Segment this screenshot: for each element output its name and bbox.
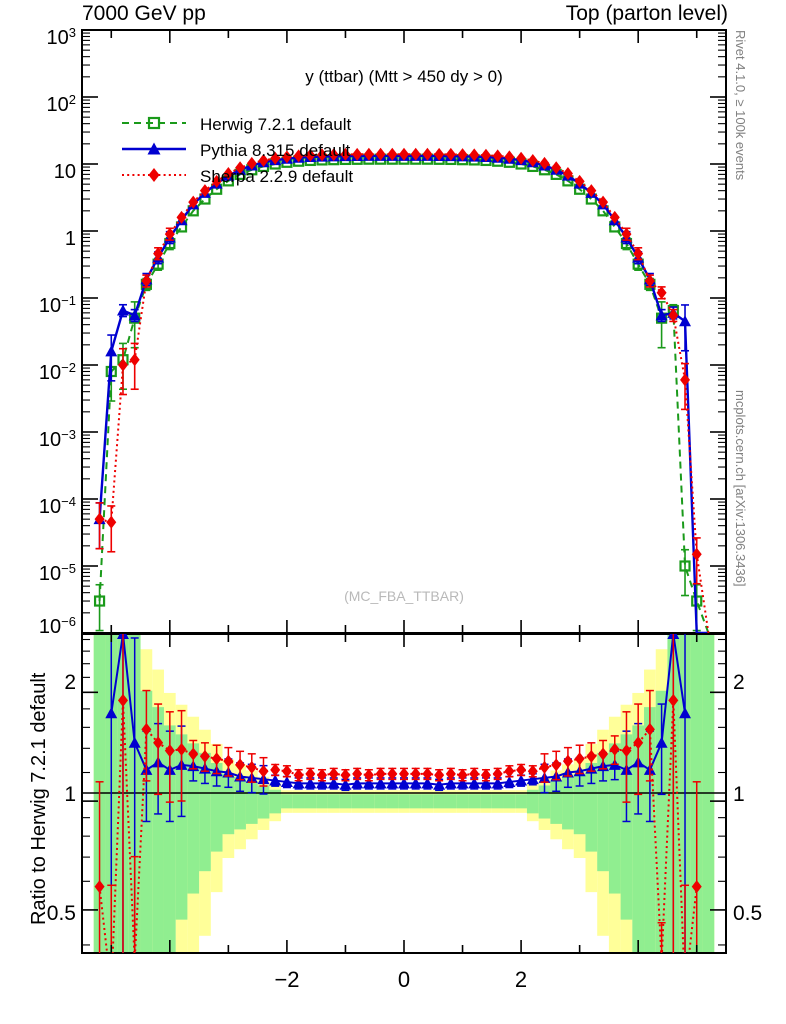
rytick-2-right: 2 — [733, 671, 745, 694]
rytick-1-left: 1 — [64, 783, 76, 806]
legend-label-2: Sherpa 2.2.9 default — [200, 167, 353, 186]
ytick-1e1: 10 — [54, 161, 76, 183]
legend-label-1: Pythia 8.315 default — [200, 141, 351, 160]
ytick-1em5: 10−5 — [39, 561, 76, 586]
ratio-panel: 2 1 0.5 2 1 0.5 −2 0 2 — [47, 633, 762, 992]
main-axis-ticks — [82, 29, 726, 634]
xtick-2: 2 — [515, 967, 527, 992]
rytick-05-right: 0.5 — [733, 902, 762, 925]
ratio-series-group — [94, 634, 702, 953]
x-tick-labels: −2 0 2 — [274, 967, 527, 992]
xtick-minus2: −2 — [274, 967, 299, 992]
ytick-1em2: 10−2 — [39, 360, 76, 385]
legend-label-0: Herwig 7.2.1 default — [200, 115, 351, 134]
rytick-2-left: 2 — [64, 671, 76, 694]
ytick-1e2: 102 — [47, 92, 76, 117]
header-left: 7000 GeV pp — [82, 2, 206, 25]
ytick-1e3: 103 — [47, 25, 76, 50]
ytick-1em4: 10−4 — [39, 494, 76, 519]
ytick-1em6: 10−6 — [39, 614, 76, 639]
ytick-1e0: 1 — [65, 228, 76, 250]
watermark: (MC_FBA_TTBAR) — [344, 588, 464, 604]
header-right: Top (parton level) — [565, 2, 728, 25]
plot-title: y (ttbar) (Mtt > 450 dy > 0) — [305, 67, 502, 86]
ytick-1em1: 10−1 — [39, 293, 76, 318]
main-y-tick-labels: 103 102 10 1 10−1 10−2 10−3 10−4 10−5 10… — [39, 25, 76, 639]
rytick-1-right: 1 — [733, 783, 745, 806]
main-panel: 103 102 10 1 10−1 10−2 10−3 10−4 10−5 10… — [39, 25, 727, 639]
ratio-axis-ticks — [82, 634, 726, 953]
legend: Herwig 7.2.1 default Pythia 8.315 default… — [122, 115, 353, 186]
rytick-05-left: 0.5 — [47, 902, 76, 925]
xtick-0: 0 — [398, 967, 410, 992]
ytick-1em3: 10−3 — [39, 427, 76, 452]
main-series-group — [93, 147, 710, 633]
ratio-y-tick-labels: 2 1 0.5 2 1 0.5 — [47, 671, 762, 925]
